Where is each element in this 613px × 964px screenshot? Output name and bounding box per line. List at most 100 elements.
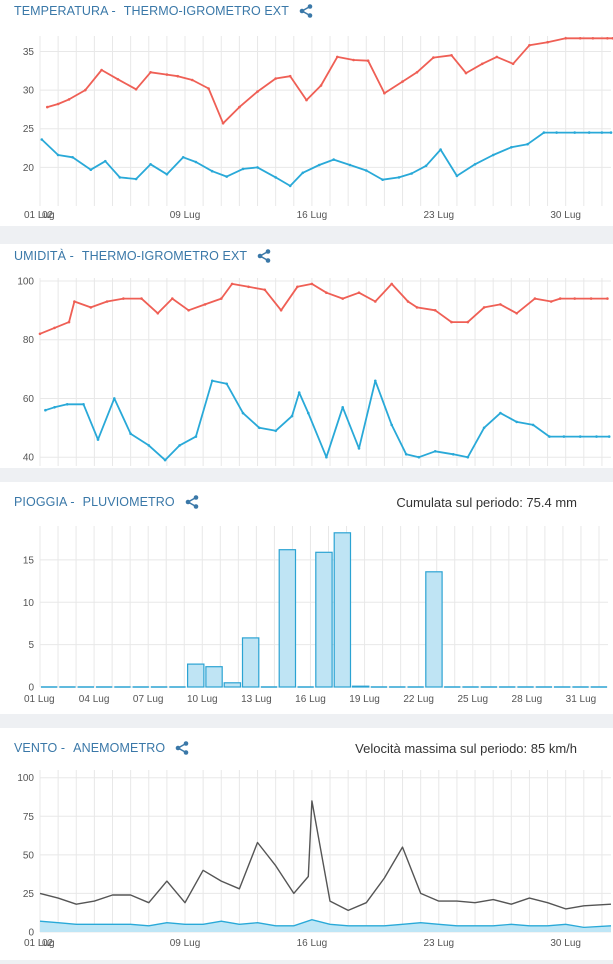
data-point	[515, 312, 518, 315]
data-point	[390, 424, 393, 427]
data-point	[225, 175, 228, 178]
panel-pioggia: PIOGGIA - PLUVIOMETRO Cumulata sul perio…	[0, 482, 613, 714]
data-point	[104, 160, 107, 163]
share-icon[interactable]	[257, 249, 271, 263]
x-tick-label: 28 Lug	[512, 694, 543, 705]
y-tick-label: 10	[23, 598, 35, 609]
y-tick-label: 25	[23, 889, 35, 900]
x-tick-label: 16 Lug	[295, 694, 326, 705]
y-tick-label: 60	[23, 394, 35, 405]
data-point	[177, 75, 180, 78]
data-point	[41, 138, 44, 141]
wind-max: Velocità massima sul periodo: 85 km/h	[355, 741, 577, 756]
data-point	[242, 412, 245, 415]
data-point	[548, 435, 551, 438]
data-point	[117, 78, 120, 81]
data-point	[166, 173, 169, 176]
x-tick-label: 07 Lug	[133, 694, 164, 705]
share-icon[interactable]	[299, 4, 313, 18]
data-point	[106, 300, 109, 303]
data-point	[579, 37, 582, 40]
data-point	[256, 90, 259, 93]
share-icon[interactable]	[185, 495, 199, 509]
data-point	[296, 286, 299, 289]
rain-bar	[426, 572, 442, 687]
data-point	[148, 444, 151, 447]
data-point	[573, 297, 576, 300]
data-point	[398, 176, 401, 179]
data-point	[171, 297, 174, 300]
data-point	[68, 98, 71, 101]
share-icon[interactable]	[175, 741, 189, 755]
series-line-red	[40, 284, 607, 334]
data-point	[336, 56, 339, 59]
y-tick-label: 100	[17, 276, 34, 287]
sensor-link[interactable]: PLUVIOMETRO	[83, 495, 175, 509]
data-point	[425, 165, 428, 168]
data-point	[135, 88, 138, 91]
rain-bar	[224, 683, 240, 687]
data-point	[39, 333, 42, 336]
data-point	[416, 306, 419, 309]
x-tick-label: 19 Lug	[349, 694, 380, 705]
panel-title: UMIDITÀ -	[14, 249, 74, 263]
data-point	[211, 380, 214, 383]
sensor-link[interactable]: THERMO-IGROMETRO EXT	[82, 249, 247, 263]
rain-bar	[206, 667, 222, 687]
data-point	[555, 131, 558, 134]
data-point	[532, 424, 535, 427]
x-tick-label: 30 Lug	[550, 210, 581, 221]
data-point	[564, 37, 567, 40]
data-point	[129, 432, 132, 435]
data-point	[559, 297, 562, 300]
data-point	[57, 154, 60, 157]
data-point	[325, 456, 328, 459]
data-point	[280, 309, 283, 312]
panel-header: UMIDITÀ - THERMO-IGROMETRO EXT	[14, 245, 271, 267]
data-point	[225, 383, 228, 386]
sensor-link[interactable]: ANEMOMETRO	[73, 741, 165, 755]
x-tick-label: 01 Lug	[24, 694, 55, 705]
data-point	[341, 406, 344, 409]
data-point	[84, 89, 87, 92]
data-point	[365, 169, 368, 172]
data-point	[187, 309, 190, 312]
data-point	[71, 156, 74, 159]
data-point	[606, 37, 609, 40]
data-point	[157, 312, 160, 315]
data-point	[467, 321, 470, 324]
data-point	[590, 297, 593, 300]
data-point	[305, 99, 308, 102]
data-point	[492, 154, 495, 157]
data-point	[405, 453, 408, 456]
data-point	[289, 185, 292, 188]
y-tick-label: 40	[23, 453, 35, 464]
data-point	[432, 56, 435, 59]
data-point	[588, 131, 591, 134]
data-point	[610, 131, 613, 134]
data-point	[274, 430, 277, 433]
data-point	[608, 435, 611, 438]
data-point	[606, 297, 609, 300]
data-point	[483, 427, 486, 430]
data-point	[358, 447, 361, 450]
data-point	[515, 421, 518, 424]
data-point	[434, 309, 437, 312]
data-point	[358, 291, 361, 294]
y-tick-label: 50	[23, 850, 35, 861]
sensor-link[interactable]: THERMO-IGROMETRO EXT	[124, 4, 289, 18]
data-point	[166, 73, 169, 76]
data-point	[311, 283, 314, 286]
rain-bar	[243, 638, 259, 687]
data-point	[439, 148, 442, 151]
rain-total: Cumulata sul periodo: 75.4 mm	[396, 495, 577, 510]
rain-bar	[279, 550, 295, 687]
data-point	[46, 106, 49, 109]
x-tick-label: 04 Lug	[79, 694, 110, 705]
y-tick-label: 80	[23, 335, 35, 346]
data-point	[325, 291, 328, 294]
data-point	[374, 380, 377, 383]
